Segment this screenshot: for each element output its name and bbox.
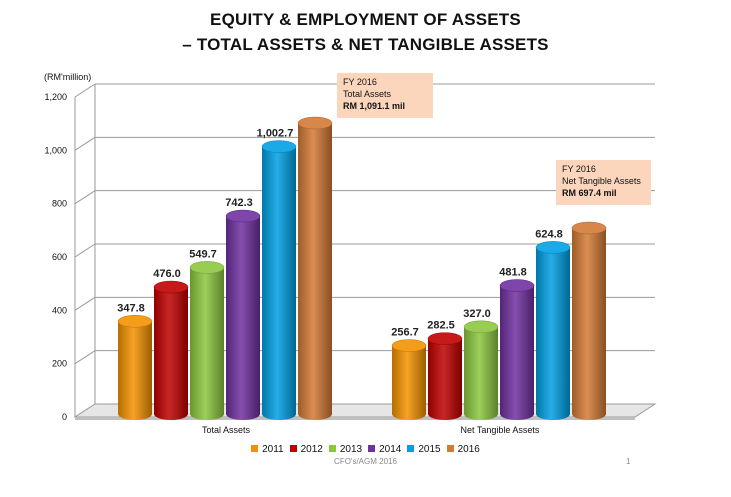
data-label: 256.7 [391,327,419,339]
callout-net-tangible-assets-2016: FY 2016 Net Tangible Assets RM 697.4 mil [556,160,651,205]
x-category-label: Total Assets [202,425,251,435]
bar-top-2013 [463,320,499,334]
chart-title-line1: EQUITY & EMPLOYMENT OF ASSETS [210,10,521,29]
y-tick-label: 800 [52,199,67,209]
bar-top-2016 [571,221,607,235]
chart-title-line2: – TOTAL ASSETS & NET TANGIBLE ASSETS [182,35,549,54]
legend-swatch [289,445,297,452]
bar-2012-total-assets [154,287,188,420]
data-label: 549.7 [189,248,217,260]
callout-year: FY 2016 [343,77,377,87]
bar-2014-total-assets [226,216,260,420]
bar-2011-total-assets [118,321,152,420]
bar-top-2015 [535,241,571,254]
legend-item-2012: 2012 [289,444,323,455]
gridline-side [74,83,96,98]
legend-label: 2011 [262,444,284,455]
bar-top-2014 [499,279,535,292]
callout-metric: Total Assets [343,89,392,99]
callout-metric: Net Tangible Assets [562,176,641,186]
bar-top-2011 [117,315,153,328]
bar-top-2014 [225,209,261,223]
callout-value: RM 697.4 mil [562,188,617,198]
legend-label: 2016 [457,444,480,455]
data-label: 327.0 [463,308,491,320]
legend-item-2011: 2011 [251,444,284,455]
legend-swatch [368,445,376,452]
bar-top-2015 [261,140,297,153]
bar-2012-net-tangible-assets [428,338,462,420]
page-number: 1 [626,457,631,466]
data-label: 624.8 [535,228,563,240]
bar-2015-total-assets [262,146,296,420]
bar-2015-net-tangible-assets [536,247,570,420]
legend-item-2015: 2015 [407,444,441,455]
gridline-side [74,350,96,365]
data-label: 1,002.7 [257,128,294,140]
legend-label: 2014 [379,444,402,455]
y-tick-label: 400 [52,305,67,315]
legend-swatch [328,445,336,452]
bar-2013-net-tangible-assets [464,326,498,420]
bar-top-2012 [153,280,189,294]
data-label: 282.5 [427,320,455,332]
callout-year: FY 2016 [562,164,596,174]
gridline-side [74,296,96,311]
data-label: 742.3 [225,197,253,209]
callout-total-assets-2016: FY 2016 Total Assets RM 1,091.1 mil [337,73,433,118]
bar-top-2016 [297,116,333,130]
gridline-side [74,136,96,151]
gridline-side [74,243,96,258]
legend-label: 2012 [300,444,323,455]
y-tick-label: 1,200 [44,92,67,102]
legend-label: 2013 [339,444,363,455]
x-category-label: Net Tangible Assets [461,425,540,435]
bar-top-2011 [391,339,427,352]
data-label: 476.0 [153,268,181,280]
legend-swatch [446,445,454,452]
legend-label: 2015 [418,444,441,455]
bar-2011-net-tangible-assets [392,345,426,420]
y-tick-label: 0 [62,412,67,422]
legend-swatch [251,445,259,452]
legend-item-2013: 2013 [328,444,363,455]
bar-top-2013 [189,261,225,274]
footer-text: CFO's/AGM 2016 [334,457,397,466]
bar-2013-total-assets [190,267,224,420]
y-tick-label: 200 [52,359,67,369]
callout-value: RM 1,091.1 mil [343,101,406,111]
y-tick-label: 600 [52,252,67,262]
legend-item-2016: 2016 [446,444,480,455]
unit-label: (RM'million) [44,72,92,82]
legend-item-2014: 2014 [368,444,401,455]
gridline-side [74,190,96,205]
data-label: 347.8 [117,302,145,314]
bar-top-2012 [427,332,463,345]
bar-2014-net-tangible-assets [500,285,534,420]
bar-2016-net-tangible-assets [572,228,606,420]
data-label: 481.8 [499,267,527,279]
legend-swatch [407,445,415,452]
bar-2016-total-assets [298,123,332,420]
y-tick-label: 1,000 [44,145,67,155]
legend: 2011 2012 2013 2014 2015 2016 [0,444,731,455]
